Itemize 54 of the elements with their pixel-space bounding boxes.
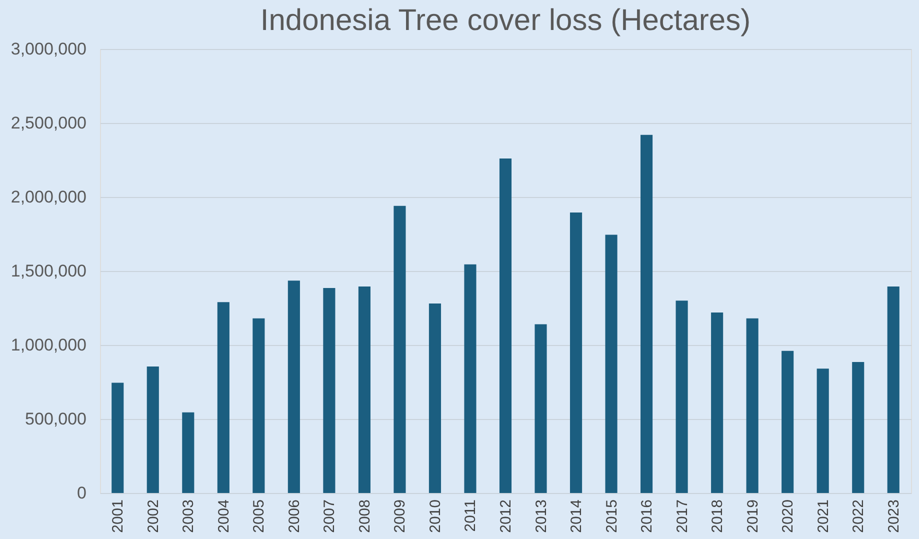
bar xyxy=(676,300,688,493)
bar xyxy=(570,212,582,493)
x-tick-label: 2007 xyxy=(321,500,338,533)
y-tick-label: 2,500,000 xyxy=(10,114,86,132)
x-tick-label: 2010 xyxy=(426,500,444,533)
bar xyxy=(605,234,618,493)
bar xyxy=(288,280,300,493)
x-tick-label: 2012 xyxy=(498,500,514,533)
x-tick-label: 2002 xyxy=(144,500,162,533)
x-tick-label: 2008 xyxy=(356,500,374,533)
x-tick-label: 2011 xyxy=(462,500,480,532)
x-tick-label: 2003 xyxy=(180,500,198,533)
x-tick-label: 2013 xyxy=(532,500,550,533)
bar xyxy=(182,412,194,493)
chart-title: Indonesia Tree cover loss (Hectares) xyxy=(260,4,751,37)
bar xyxy=(816,368,829,493)
x-tick-label: 2004 xyxy=(215,500,232,533)
bar xyxy=(534,324,547,493)
bar xyxy=(464,264,476,493)
x-tick-label: 2006 xyxy=(286,500,303,533)
bar xyxy=(252,318,265,493)
bar xyxy=(146,366,159,493)
bar xyxy=(640,134,653,493)
y-tick-label: 1,000,000 xyxy=(10,336,86,354)
x-tick-label: 2001 xyxy=(110,500,127,533)
x-tick-label: 2019 xyxy=(744,500,762,533)
y-tick-label: 500,000 xyxy=(25,410,86,428)
bar xyxy=(394,206,406,493)
bar xyxy=(112,382,124,493)
bar xyxy=(746,318,758,493)
x-tick-label: 2017 xyxy=(674,500,691,533)
x-tick-label: 2005 xyxy=(250,500,268,533)
x-tick-label: 2020 xyxy=(780,500,797,533)
x-tick-label: 2021 xyxy=(814,500,832,533)
bar xyxy=(428,304,442,493)
x-tick-label: 2022 xyxy=(850,500,868,533)
x-tick-label: 2009 xyxy=(392,500,409,533)
bar xyxy=(358,286,370,493)
y-tick-label: 0 xyxy=(77,484,86,502)
y-tick-label: 3,000,000 xyxy=(10,40,86,58)
bar xyxy=(782,350,794,493)
bar xyxy=(323,288,336,493)
bar xyxy=(499,158,512,493)
bar xyxy=(852,362,864,493)
y-tick-label: 2,000,000 xyxy=(10,188,86,206)
bar xyxy=(887,286,900,493)
x-tick-label: 2023 xyxy=(885,500,902,533)
y-tick-label: 1,500,000 xyxy=(10,262,86,280)
bar xyxy=(217,302,230,493)
x-tick-label: 2015 xyxy=(603,500,620,533)
x-tick-label: 2018 xyxy=(709,500,726,533)
bar xyxy=(711,312,724,493)
x-tick-label: 2014 xyxy=(568,500,586,533)
x-tick-label: 2016 xyxy=(638,500,656,533)
